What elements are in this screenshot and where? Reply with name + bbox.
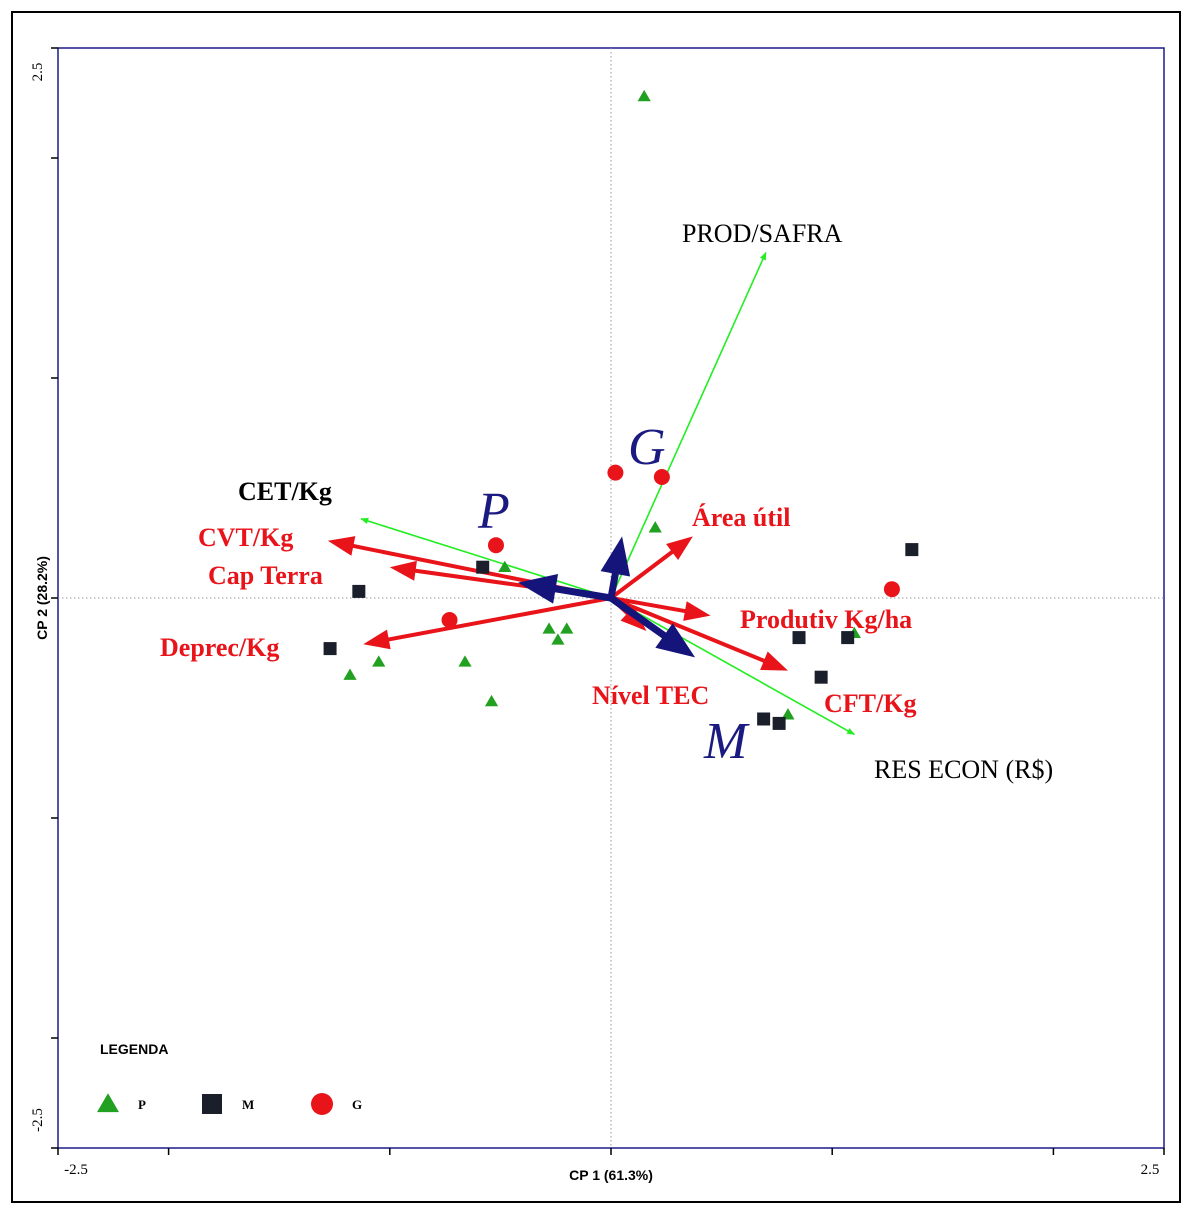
point-p xyxy=(781,708,795,720)
legend-marker-p xyxy=(97,1093,119,1113)
point-p xyxy=(648,521,662,533)
point-g xyxy=(607,464,624,481)
vector-labels: CET/Kg PROD/SAFRA RES ECON (R$) CVT/Kg Cap T… xyxy=(160,219,1053,784)
point-m xyxy=(772,716,786,730)
data-points xyxy=(323,89,919,730)
centroid-vector-g-shaft xyxy=(607,570,619,602)
vector-produtiv-kg-ha-shaft xyxy=(609,596,687,614)
point-p xyxy=(560,622,574,634)
y-tick-label: -2.5 xyxy=(30,1108,46,1132)
point-p xyxy=(551,633,565,645)
y-axis-title: CP 2 (28.2%) xyxy=(34,556,50,640)
point-g xyxy=(653,469,670,485)
x-tick-label: -2.5 xyxy=(64,1162,88,1178)
legend-label-m: M xyxy=(242,1097,254,1112)
legend: LEGENDA P M G xyxy=(97,1041,362,1115)
point-p xyxy=(343,668,357,680)
point-p xyxy=(637,89,651,102)
point-p xyxy=(484,694,499,707)
centroid-vector-g xyxy=(600,536,631,602)
chart-frame xyxy=(11,11,1181,1203)
vector-res-econ-r xyxy=(610,597,856,736)
vector-deprec-kg-head xyxy=(363,629,391,650)
vector-label-cvt-kg: CVT/Kg xyxy=(198,523,293,552)
vector-cft-kg-shaft xyxy=(609,596,766,663)
legend-label-g: G xyxy=(352,1097,362,1112)
legend-marker-g xyxy=(311,1093,333,1115)
axes: -2.5 2.5 2.5 -2.5 CP 1 (61.3%) CP 2 (28.2%) xyxy=(30,47,1165,1183)
point-p xyxy=(372,655,386,667)
point-m xyxy=(905,543,919,557)
x-axis-title: CP 1 (61.3%) xyxy=(569,1167,653,1183)
legend-title: LEGENDA xyxy=(100,1041,168,1057)
vector-produtiv-kg-ha xyxy=(609,596,711,621)
vector-label-cap-terra: Cap Terra xyxy=(208,561,323,590)
point-p xyxy=(542,622,556,634)
vector-deprec-kg-shaft xyxy=(386,596,613,642)
point-g xyxy=(441,612,458,628)
vector-label-produtiv-kg-ha: Produtiv Kg/ha xyxy=(740,605,912,634)
centroid-vector-p-shaft xyxy=(552,585,615,602)
group-label-g: G xyxy=(628,419,666,476)
loading-vectors xyxy=(327,251,856,736)
centroid-vector-p xyxy=(518,574,615,604)
point-p xyxy=(458,655,472,667)
vector-label-res-econ-r: RES ECON (R$) xyxy=(874,755,1053,784)
vector-cft-kg xyxy=(609,596,788,671)
vector-label-cet-kg: CET/Kg xyxy=(238,477,332,506)
legend-marker-m xyxy=(202,1094,222,1114)
point-g xyxy=(487,537,504,554)
vector-produtiv-kg-ha-head xyxy=(683,601,711,621)
vector-rea-til-shaft xyxy=(609,550,675,600)
vector-label-rea-til: Área útil xyxy=(692,503,790,532)
vector-label-prod-safra: PROD/SAFRA xyxy=(682,219,843,248)
vector-rea-til-head xyxy=(666,536,693,561)
y-tick-label: 2.5 xyxy=(30,63,46,82)
centroid-vector-p-head xyxy=(518,574,559,604)
vector-rea-til xyxy=(609,536,693,600)
vector-cft-kg-head xyxy=(760,651,788,671)
legend-label-p: P xyxy=(138,1097,146,1112)
group-label-p: P xyxy=(477,483,510,540)
vector-prod-safra xyxy=(610,251,767,599)
point-p xyxy=(498,560,512,573)
centroid-vector-m-head xyxy=(655,623,696,658)
point-m xyxy=(323,642,337,656)
centroid-vector-m-shaft xyxy=(607,594,668,639)
vector-n-vel-tec-head xyxy=(620,605,647,631)
centroid-vector-m xyxy=(607,594,696,658)
point-m xyxy=(814,670,828,684)
group-label-m: M xyxy=(703,713,750,770)
point-m xyxy=(841,631,855,645)
vector-label-n-vel-tec: Nível TEC xyxy=(592,681,709,710)
point-m xyxy=(352,584,366,598)
centroid-vector-g-head xyxy=(600,536,631,577)
point-g xyxy=(883,581,900,598)
x-tick-label: 2.5 xyxy=(1141,1162,1160,1178)
vector-cap-terra-head xyxy=(389,560,417,581)
vector-deprec-kg xyxy=(363,596,613,650)
vector-label-deprec-kg: Deprec/Kg xyxy=(160,633,279,662)
point-m xyxy=(757,712,771,726)
point-m xyxy=(476,560,490,574)
vector-cvt-kg-head xyxy=(327,536,356,556)
vector-cet-kg xyxy=(360,517,612,599)
point-m xyxy=(792,631,806,645)
vector-label-cft-kg: CFT/Kg xyxy=(824,689,916,718)
